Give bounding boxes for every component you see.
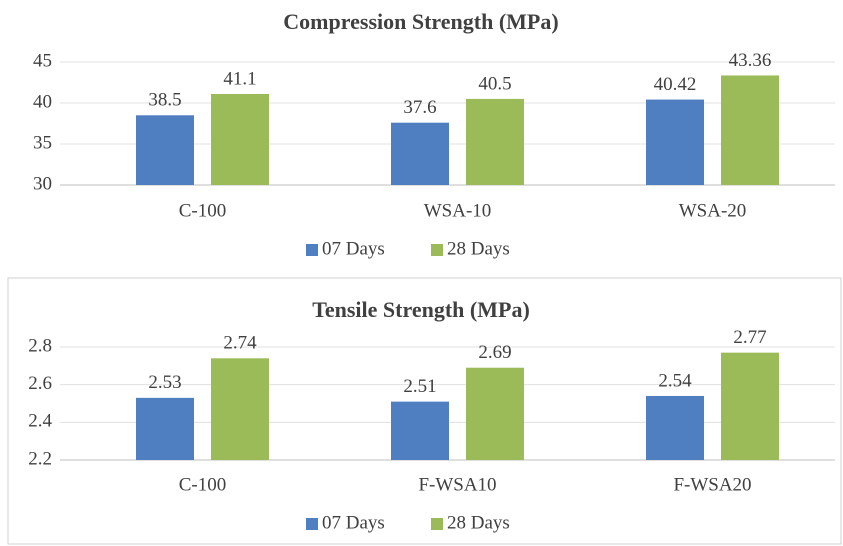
legend-swatch [306,244,318,256]
x-tick-label: F-WSA20 [673,474,751,495]
data-label: 40.5 [478,73,511,94]
legend-swatch [431,244,443,256]
bar [466,98,524,185]
x-tick-label: C-100 [179,200,227,221]
bar [211,358,269,460]
data-label: 43.36 [729,50,772,71]
data-label: 2.51 [403,376,436,397]
y-tick-label: 2.2 [28,448,52,469]
y-tick-label: 45 [33,50,52,71]
bar [466,367,524,460]
data-label: 2.69 [478,342,511,363]
bar [136,397,194,460]
chart-frame [7,277,842,545]
data-label: 2.77 [733,327,766,348]
bar [391,401,449,460]
data-label: 37.6 [403,97,436,118]
legend-label: 28 Days [447,238,510,259]
legend-swatch [431,518,443,530]
bar [391,122,449,185]
data-label: 2.53 [148,372,181,393]
legend-label: 28 Days [447,512,510,533]
chart-title: Compression Strength (MPa) [283,9,558,34]
y-tick-label: 35 [33,132,52,153]
y-tick-label: 2.8 [28,335,52,356]
chart-title: Tensile Strength (MPa) [312,297,530,322]
legend-label: 07 Days [322,238,385,259]
x-tick-label: F-WSA10 [418,474,496,495]
bar [721,75,779,185]
data-label: 2.74 [223,333,257,354]
y-tick-label: 30 [33,173,52,194]
legend-swatch [306,518,318,530]
bar [136,115,194,185]
y-tick-label: 40 [33,91,52,112]
legend-label: 07 Days [322,512,385,533]
y-tick-label: 2.4 [28,411,52,432]
data-label: 40.42 [654,74,697,95]
data-label: 38.5 [148,90,181,111]
x-tick-label: WSA-20 [679,200,747,221]
x-tick-label: C-100 [179,474,227,495]
x-tick-label: WSA-10 [424,200,492,221]
bar [211,93,269,185]
bar [721,352,779,460]
bar [646,395,704,460]
bar [646,99,704,185]
data-label: 2.54 [658,370,692,391]
data-label: 41.1 [223,68,256,89]
y-tick-label: 2.6 [28,373,52,394]
